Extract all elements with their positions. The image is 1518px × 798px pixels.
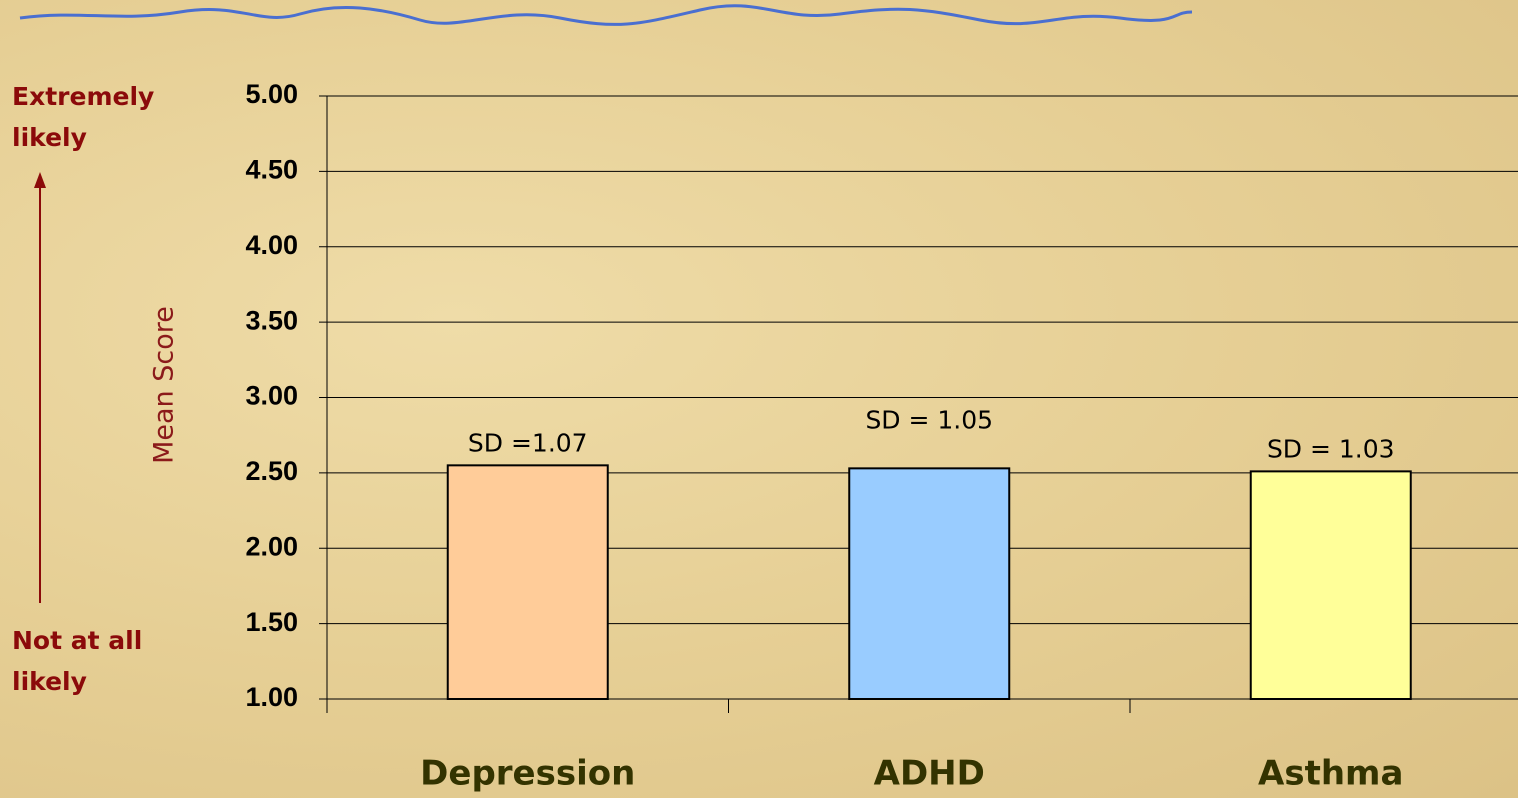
y-tick-label: 5.00 — [245, 79, 298, 109]
bottom-annotation: Not at all likely — [12, 626, 143, 696]
sd-label: SD = 1.03 — [1267, 434, 1395, 463]
y-axis-label: Mean Score — [149, 306, 180, 464]
decorative-wave — [19, 4, 1193, 26]
y-tick-label: 1.00 — [245, 682, 298, 712]
y-tick-label: 1.50 — [245, 607, 298, 637]
sd-label: SD = 1.05 — [865, 405, 993, 434]
y-tick-label: 3.50 — [245, 305, 298, 335]
y-tick-label: 4.00 — [245, 230, 298, 260]
x-tick-label: Asthma — [1258, 754, 1403, 794]
x-tick-label: Depression — [420, 754, 635, 794]
bar — [1249, 470, 1412, 700]
y-tick-label: 2.50 — [245, 456, 298, 486]
top-annotation: Extremely likely — [12, 82, 155, 152]
y-tick-label: 4.50 — [245, 155, 298, 185]
sd-label: SD =1.07 — [468, 428, 588, 457]
bar — [446, 464, 609, 700]
y-tick-label: 3.00 — [245, 381, 298, 411]
x-tick-label: ADHD — [874, 754, 985, 794]
bar — [848, 467, 1011, 701]
arrow-head — [34, 172, 46, 188]
y-tick-label: 2.00 — [245, 531, 298, 561]
